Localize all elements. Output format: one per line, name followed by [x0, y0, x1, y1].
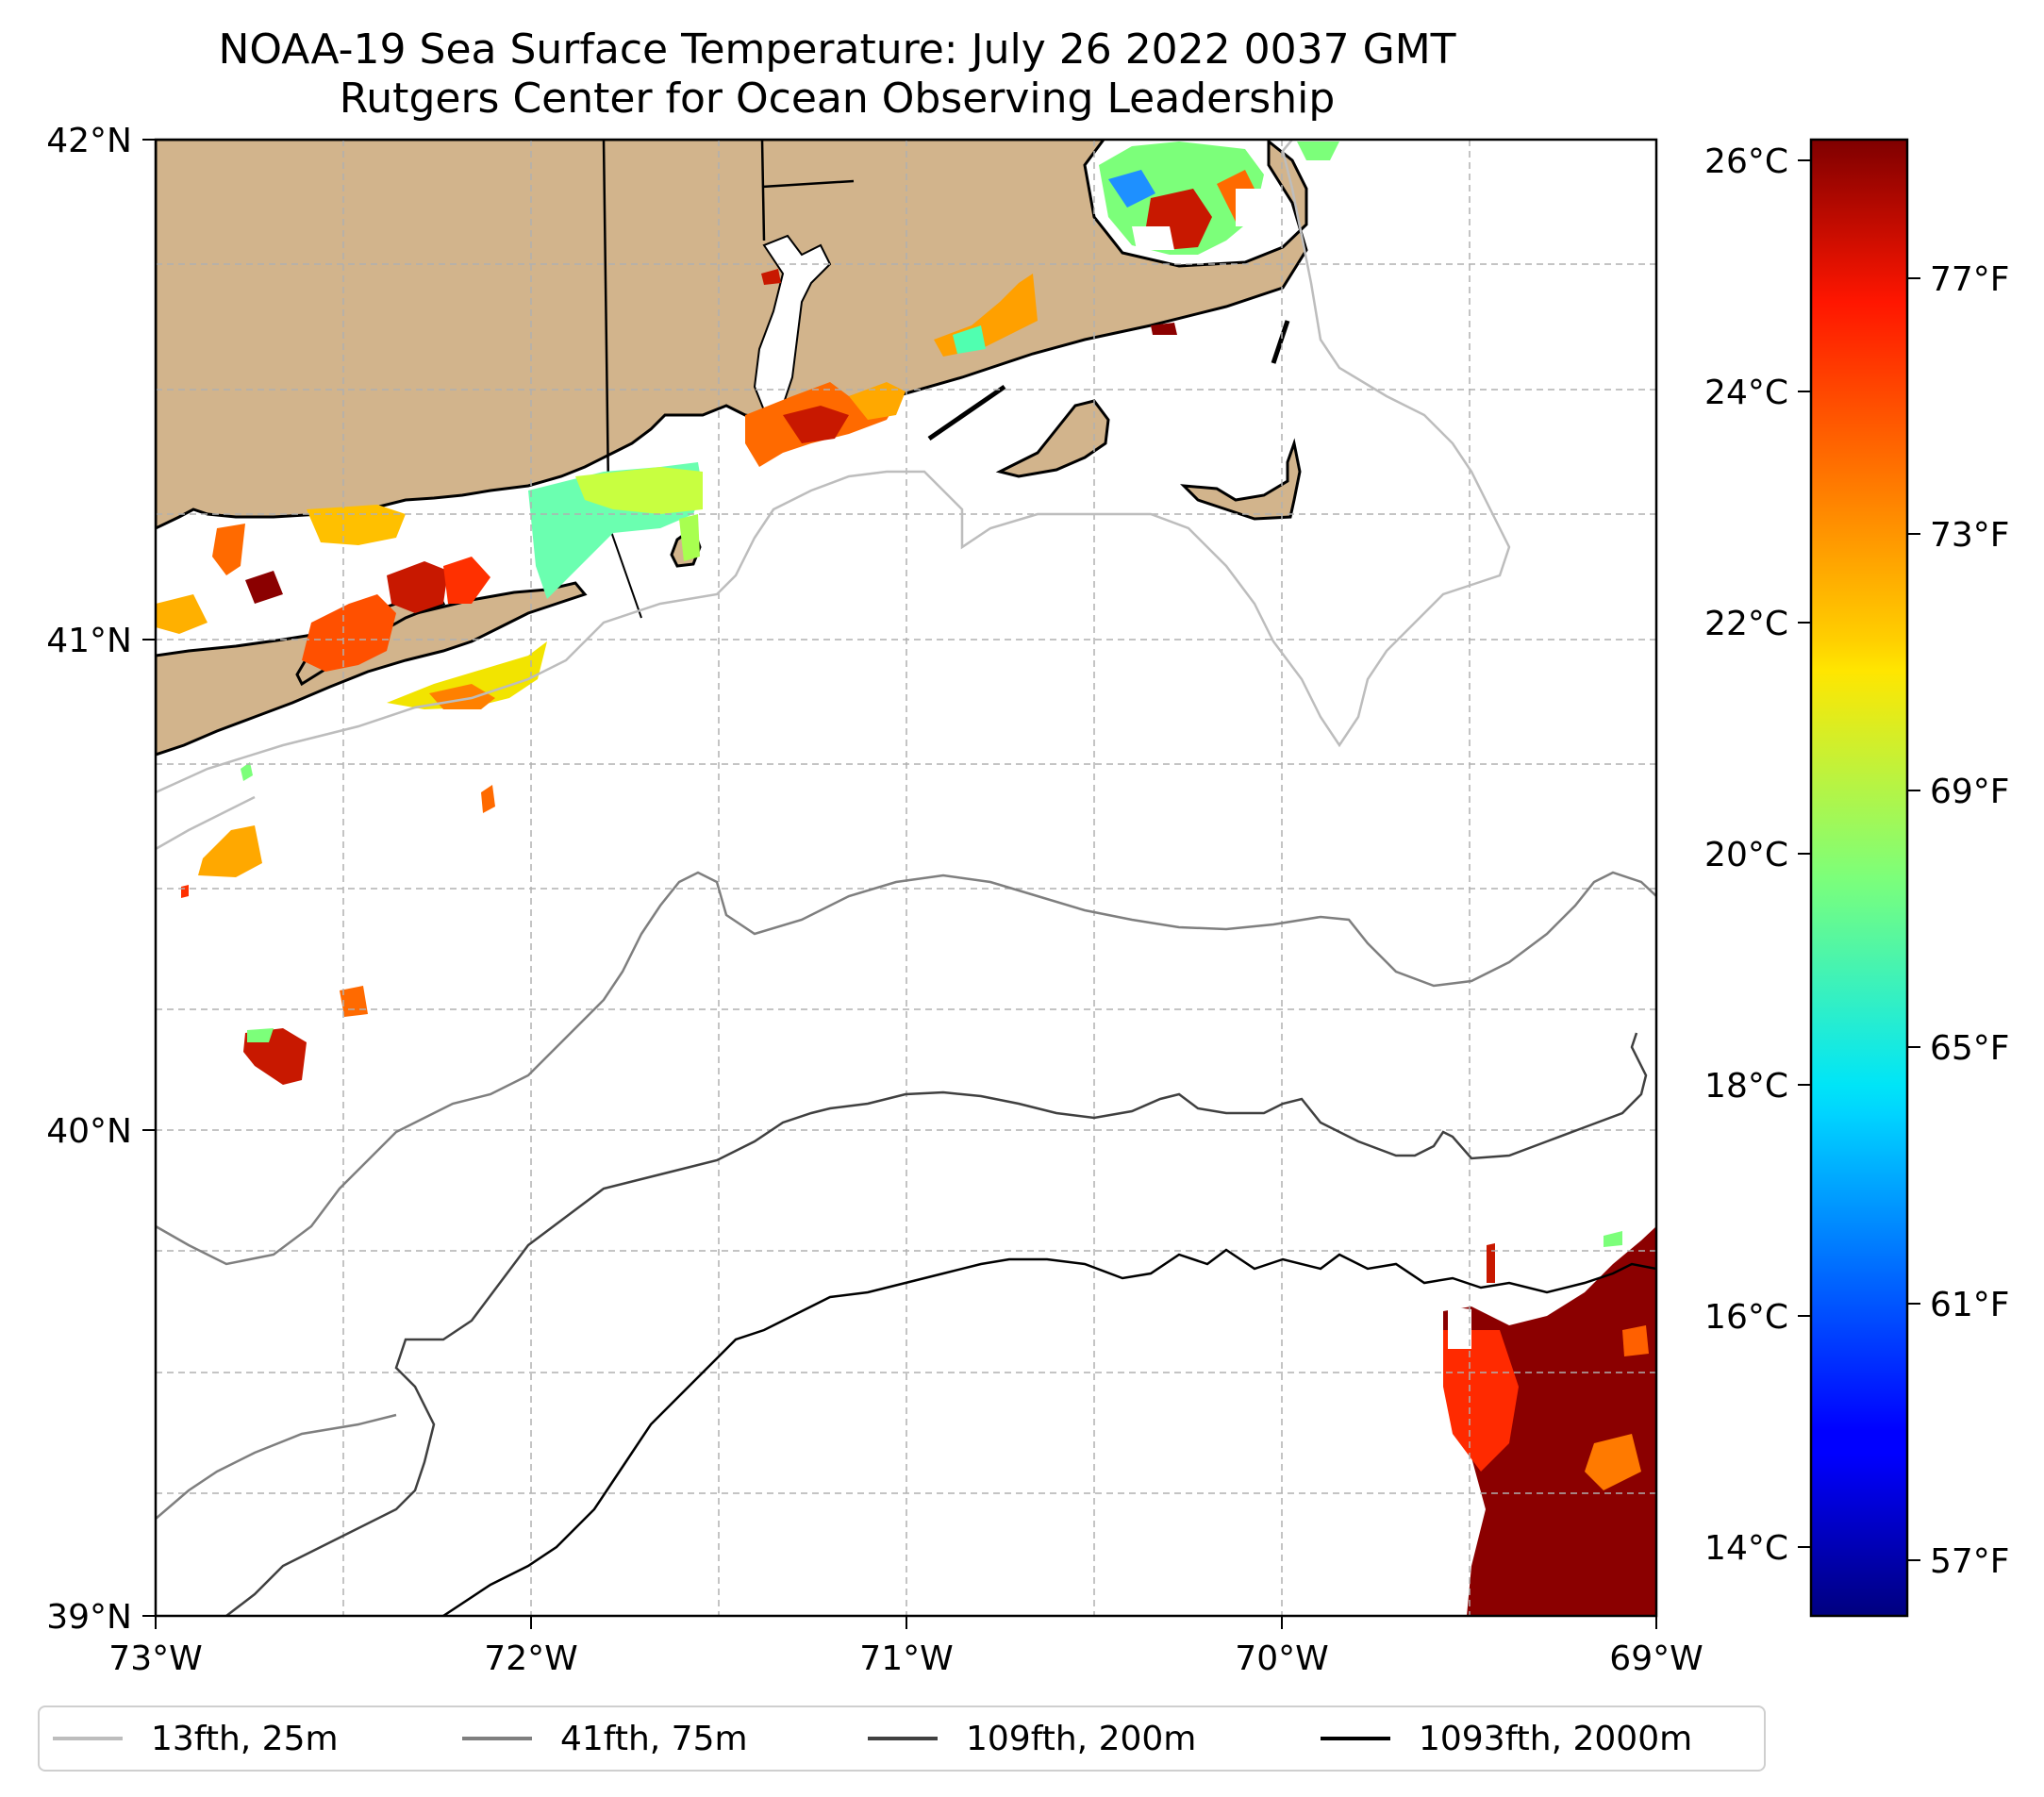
celsius-axis [1798, 159, 1811, 1548]
legend-label: 109fth, 200m [966, 1719, 1197, 1758]
legend-line-icon [868, 1737, 938, 1740]
chart-subtitle: Rutgers Center for Ocean Observing Leade… [339, 75, 1336, 123]
celsius-tick-label: 24°C [1704, 374, 1788, 412]
land-nantucket [1180, 438, 1302, 521]
celsius-tick-label: 26°C [1704, 142, 1788, 181]
celsius-tick-label: 18°C [1704, 1067, 1788, 1106]
contour-75m-b [156, 1413, 397, 1520]
legend-line-icon [462, 1737, 532, 1740]
grid-lines [156, 140, 1656, 1616]
contour-2000m [442, 1248, 1656, 1616]
fahrenheit-axis [1907, 277, 1920, 1561]
colorbar [1809, 138, 1909, 1618]
legend-item-75m: 41fth, 75m [462, 1707, 748, 1770]
fahrenheit-tick-label: 77°F [1930, 260, 2010, 299]
water-narragansett-bay [753, 234, 832, 417]
lat-tick-label: 39°N [46, 1598, 132, 1637]
legend-item-200m: 109fth, 200m [868, 1707, 1196, 1770]
monomoy [1271, 320, 1290, 364]
state-border-ri-ma-2 [761, 179, 855, 189]
plum-island-line [607, 523, 642, 619]
lat-axis [142, 139, 156, 1617]
celsius-tick-label: 20°C [1704, 836, 1788, 874]
state-border-ri-ma [760, 140, 766, 241]
contour-25m [156, 140, 1511, 794]
lon-axis [155, 1616, 1657, 1629]
contour-25m-b [156, 795, 256, 851]
legend-item-2000m: 1093fth, 2000m [1321, 1707, 1692, 1770]
land-marthas-vineyard [995, 399, 1110, 478]
fahrenheit-tick-label: 65°F [1930, 1029, 2010, 1068]
lon-tick-label: 69°W [1609, 1639, 1703, 1678]
lon-tick-label: 73°W [108, 1639, 202, 1678]
legend-item-25m: 13fth, 25m [53, 1707, 339, 1770]
celsius-tick-label: 16°C [1704, 1298, 1788, 1337]
chart-title: NOAA-19 Sea Surface Temperature: July 26… [218, 25, 1456, 74]
state-border-ct-ri [602, 140, 610, 491]
elizabeth-islands [927, 384, 1006, 441]
lon-tick-label: 71°W [859, 1639, 953, 1678]
lon-tick-label: 70°W [1235, 1639, 1328, 1678]
sst-patches [156, 141, 1656, 1616]
fahrenheit-tick-label: 57°F [1930, 1542, 2010, 1581]
legend-label: 41fth, 75m [560, 1719, 748, 1758]
lat-tick-label: 40°N [46, 1112, 132, 1151]
fahrenheit-tick-label: 73°F [1930, 516, 2010, 555]
legend-label: 13fth, 25m [151, 1719, 339, 1758]
celsius-tick-label: 14°C [1704, 1529, 1788, 1568]
fahrenheit-tick-label: 61°F [1930, 1286, 2010, 1324]
fahrenheit-tick-label: 69°F [1930, 773, 2010, 811]
contour-legend: 13fth, 25m 41fth, 75m 109fth, 200m 1093f… [38, 1705, 1766, 1772]
legend-label: 1093fth, 2000m [1419, 1719, 1693, 1758]
legend-line-icon [53, 1737, 123, 1740]
lat-tick-label: 41°N [46, 622, 132, 660]
lat-tick-label: 42°N [46, 122, 132, 160]
gulf-stream-warm-water [1443, 1226, 1656, 1616]
celsius-tick-label: 22°C [1704, 605, 1788, 643]
lon-tick-label: 72°W [484, 1639, 577, 1678]
legend-line-icon [1321, 1737, 1390, 1740]
contour-200m [225, 1032, 1648, 1616]
contour-75m [156, 871, 1656, 1266]
